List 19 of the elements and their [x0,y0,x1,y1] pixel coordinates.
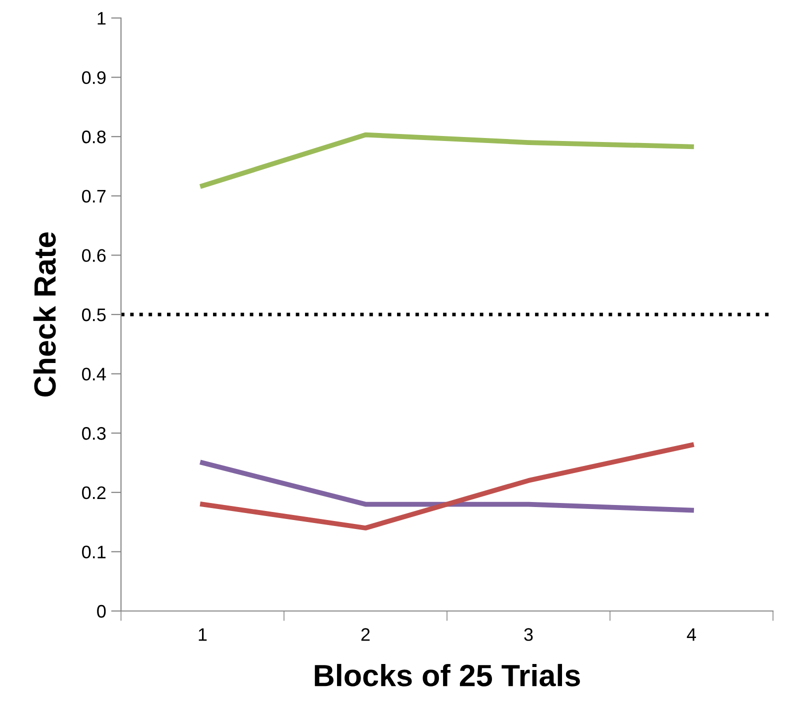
y-tick-label: 0.7 [82,190,106,203]
x-tick-label: 2 [361,628,370,641]
y-tick-label: 0.1 [82,546,106,558]
x-tick-label: 3 [524,628,533,641]
y-tick-label: 0.2 [82,486,106,500]
y-tick-label: 0.8 [82,130,106,144]
x-axis-title: Blocks of 25 Trials [314,664,580,686]
y-tick-label: 0 [97,604,106,618]
x-tick-label: 4 [686,628,696,641]
y-tick-label: 0.6 [82,249,106,262]
y-tick-label: 0.4 [82,368,106,381]
x-tick-label: 1 [198,628,207,641]
y-axis-title: Check Rate [33,232,56,396]
y-tick-label: 0.9 [82,71,106,84]
y-tick-label: 1 [98,12,106,25]
line-series [200,442,694,530]
y-tick-label: 0.5 [82,308,106,322]
y-tick-label: 0.3 [82,427,106,440]
line-series [200,132,694,188]
